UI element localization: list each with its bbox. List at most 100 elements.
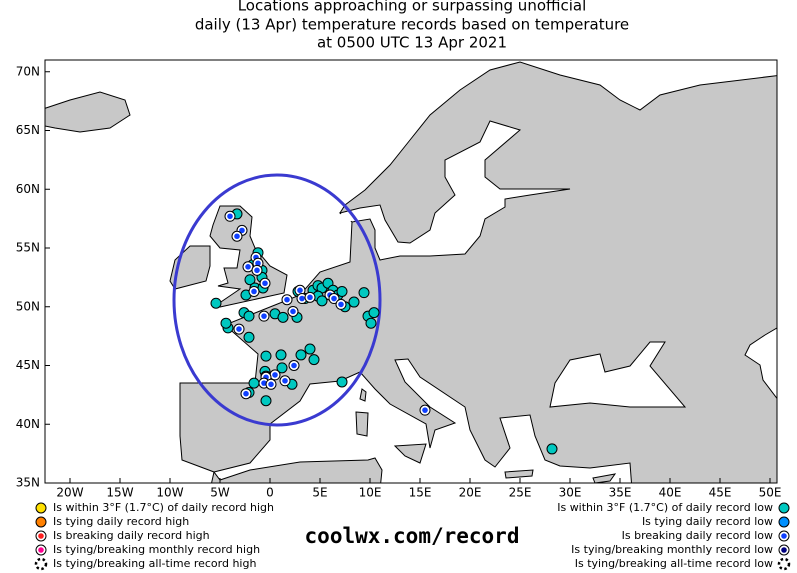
- y-tick-label: 50N: [16, 299, 40, 313]
- y-tick-label: 40N: [16, 417, 40, 431]
- marker-core: [304, 343, 316, 355]
- marker-core: [272, 372, 278, 378]
- marker-core: [316, 295, 328, 307]
- marker: [288, 360, 300, 371]
- marker-core: [35, 502, 47, 514]
- title-line: daily (13 Apr) temperature records based…: [195, 16, 629, 34]
- marker: [778, 516, 790, 528]
- marker-core: [422, 407, 428, 413]
- marker-core: [227, 213, 233, 220]
- marker: [281, 294, 293, 306]
- marker-core: [299, 295, 305, 302]
- marker-core: [260, 395, 272, 407]
- seam: [340, 212, 352, 223]
- marker-core: [781, 533, 787, 539]
- sicily: [393, 443, 427, 464]
- marker-core: [243, 310, 255, 322]
- marker-core: [307, 294, 313, 301]
- marker-core: [245, 264, 251, 270]
- marker-outer: [777, 557, 791, 571]
- marker: [269, 369, 281, 381]
- black-sea: [549, 341, 687, 408]
- marker: [328, 293, 340, 305]
- marker: [296, 293, 308, 305]
- marker-core: [348, 296, 360, 308]
- legend-label: Is tying/breaking monthly record high: [53, 543, 260, 556]
- marker-core: [338, 301, 344, 308]
- marker-core: [38, 533, 44, 539]
- y-tick-label: 45N: [16, 358, 40, 372]
- marker: [335, 298, 347, 310]
- marker-core: [365, 317, 377, 329]
- x-tick-label: 45E: [709, 486, 732, 500]
- marker-core: [210, 297, 222, 309]
- marker-core: [275, 349, 287, 361]
- marker-core: [35, 516, 47, 528]
- marker: [778, 530, 790, 542]
- corsica: [359, 388, 367, 402]
- marker: [295, 349, 307, 361]
- marker-core: [277, 311, 289, 323]
- marker-core: [236, 326, 242, 332]
- marker: [35, 502, 47, 514]
- x-tick-label: 0: [266, 486, 274, 500]
- site-label: coolwx.com/record: [305, 524, 520, 548]
- caspian: [744, 327, 777, 400]
- marker: [778, 544, 790, 556]
- x-tick-label: 15W: [106, 486, 133, 500]
- marker-core: [260, 350, 272, 362]
- marker: [210, 297, 222, 309]
- marker: [240, 388, 252, 400]
- marker: [304, 291, 316, 303]
- marker-core: [261, 380, 267, 386]
- title-line: Locations approaching or surpassing unof…: [238, 0, 587, 15]
- marker: [243, 310, 255, 322]
- marker: [368, 307, 380, 319]
- x-tick-label: 10W: [156, 486, 183, 500]
- y-tick-label: 60N: [16, 182, 40, 196]
- marker-core: [239, 227, 245, 234]
- marker: [277, 311, 289, 323]
- marker: [336, 376, 348, 388]
- marker: [304, 343, 316, 355]
- marker: [777, 557, 791, 571]
- marker: [35, 530, 47, 542]
- x-tick-label: 50E: [759, 486, 782, 500]
- legend-label: Is tying daily record low: [642, 515, 773, 528]
- atlantic: [45, 60, 777, 483]
- marker: [336, 285, 348, 297]
- marker: [287, 305, 299, 317]
- marker: [294, 284, 306, 296]
- marker-core: [255, 260, 261, 267]
- mediterranean: [213, 358, 632, 483]
- x-tick-label: 35E: [609, 486, 632, 500]
- y-tick-label: 65N: [16, 123, 40, 137]
- points: [210, 208, 558, 455]
- legend-label: Is tying/breaking all-time record low: [575, 557, 773, 570]
- marker-core: [243, 331, 255, 343]
- marker: [248, 285, 260, 297]
- marker: [260, 350, 272, 362]
- legend-label: Is breaking daily record low: [622, 529, 773, 542]
- marker: [220, 317, 232, 329]
- marker-core: [291, 362, 297, 369]
- highlight-ellipse: [172, 173, 382, 427]
- marker-core: [268, 381, 274, 388]
- marker: [258, 310, 270, 322]
- crete: [504, 469, 534, 479]
- marker-core: [248, 377, 260, 389]
- marker: [244, 274, 256, 286]
- marker: [259, 277, 271, 289]
- marker: [243, 331, 255, 343]
- marker-core: [276, 362, 288, 374]
- marker-core: [38, 547, 44, 553]
- marker-core: [778, 516, 790, 528]
- y-tick-label: 35N: [16, 476, 40, 490]
- marker-core: [284, 296, 290, 303]
- marker-core: [220, 317, 232, 329]
- cyprus: [592, 473, 617, 483]
- marker-core: [244, 274, 256, 286]
- x-tick-label: 20E: [459, 486, 482, 500]
- marker-core: [290, 308, 296, 315]
